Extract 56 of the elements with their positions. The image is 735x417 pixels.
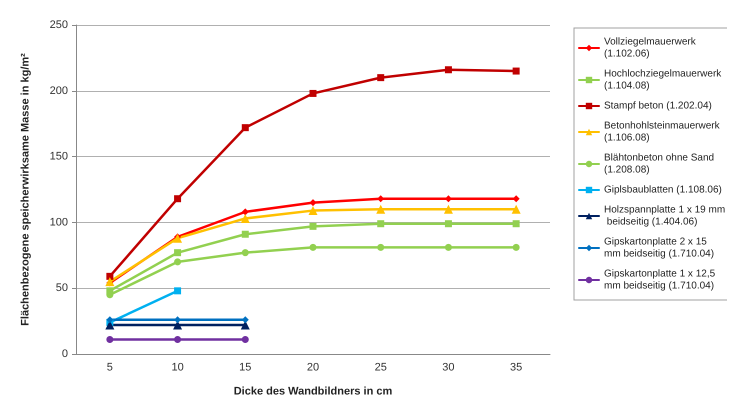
x-axis-title: Dicke des Wandbildners in cm [234,386,392,398]
legend-label: Blähtonbeton ohne Sand (1.208.08) [604,152,717,176]
point [310,90,316,97]
point [174,195,182,202]
point [173,234,182,243]
x-tick-label: 30 [442,362,455,374]
point [106,316,114,324]
x-tick-label: 10 [171,362,184,374]
point [444,66,452,74]
point [512,244,520,251]
legend-label: Hochlochziegelmauerwerk (1.104.08) [604,68,724,92]
point [242,124,249,132]
y-tick-label: 250 [50,19,68,31]
x-tick-label: 25 [374,362,387,374]
point [444,220,452,228]
x-tick-label: 20 [306,362,320,374]
point [377,244,384,251]
y-axis-title: Flächenbezogene speicherwirksame Masse in kg/m² [20,52,32,326]
legend-label: Betonhohlsteinmauerwerk (1.106.08) [604,120,722,144]
point [242,249,249,256]
legend-label: Vollziegelmauerwerk (1.102.06) [604,36,698,60]
y-tick-label: 100 [50,216,68,228]
x-tick-label: 5 [106,362,113,374]
x-tick-label: 35 [510,362,522,374]
x-tick-label: 15 [239,362,252,374]
legend-label: Gipskartonplatte 1 x 12,5 mm beidseitig (1.710.04) [604,268,718,292]
point [377,74,384,82]
point [174,287,182,294]
legend-label: Holzspannplatte 1 x 19 mm beidseitig (1.404.06) [604,204,726,228]
point [444,204,453,214]
point [310,244,316,251]
point [240,214,250,223]
point [376,204,386,214]
y-tick-label: 50 [56,282,68,294]
point [310,199,316,206]
legend-label: Giplsbaublatten (1.108.06) [604,184,722,196]
point [512,220,520,228]
point [377,220,384,228]
y-tick-label: 200 [50,84,68,97]
y-tick-label: 150 [50,150,68,163]
point [106,336,114,344]
point [512,68,520,75]
point [106,272,114,280]
y-tick-label: 0 [62,348,68,360]
point [242,230,249,238]
point [242,336,249,344]
point [308,206,318,216]
point [174,336,182,344]
legend-label: Stampf beton (1.202.04) [604,100,712,112]
point [512,204,521,214]
point [310,222,316,230]
legend-label: Gipskartonplatte 2 x 15 mm beidseitig (1.710.04) [604,236,714,260]
point [444,244,452,251]
point [174,249,182,256]
point [174,258,182,266]
point [242,208,249,216]
